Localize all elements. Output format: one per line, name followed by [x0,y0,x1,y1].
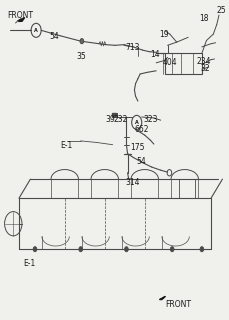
Circle shape [33,247,37,252]
Text: 18: 18 [199,14,208,23]
Circle shape [80,39,83,44]
Text: 662: 662 [134,125,148,134]
Text: A: A [34,28,38,33]
Circle shape [170,247,173,252]
Text: FRONT: FRONT [165,300,191,308]
Circle shape [79,247,82,252]
Text: 14: 14 [150,50,159,59]
Polygon shape [159,296,165,300]
Polygon shape [18,18,25,21]
Text: 35: 35 [76,52,85,61]
Text: 404: 404 [162,58,177,67]
Text: 25: 25 [216,6,225,15]
Text: 39: 39 [105,115,115,124]
Text: 54: 54 [135,157,145,166]
Text: E-1: E-1 [23,259,36,268]
Text: 713: 713 [125,43,139,52]
Text: 32: 32 [200,64,210,73]
Text: 323: 323 [143,115,157,124]
Text: 232: 232 [113,115,128,124]
Text: A: A [134,120,138,125]
Text: 175: 175 [129,143,144,152]
Text: 314: 314 [125,179,139,188]
Bar [112,114,116,116]
Text: 234: 234 [195,57,210,66]
Circle shape [199,247,203,252]
Text: 54: 54 [50,32,59,41]
Text: FRONT: FRONT [8,11,33,20]
Circle shape [124,247,128,252]
Text: 19: 19 [159,30,169,39]
Text: E-1: E-1 [60,141,72,150]
